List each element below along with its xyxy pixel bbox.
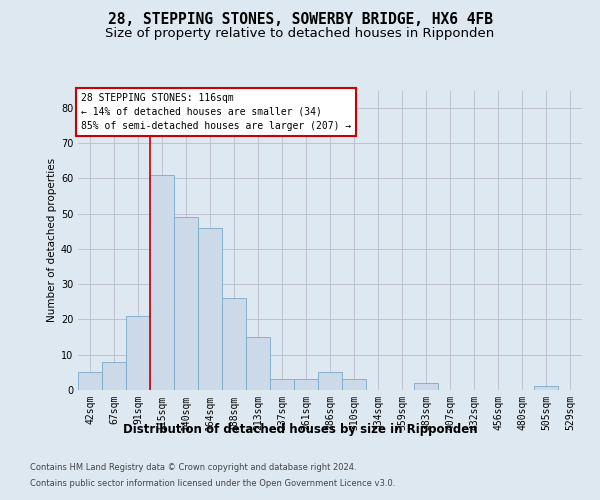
Bar [318, 372, 342, 390]
Bar [78, 372, 102, 390]
Text: 28, STEPPING STONES, SOWERBY BRIDGE, HX6 4FB: 28, STEPPING STONES, SOWERBY BRIDGE, HX6… [107, 12, 493, 28]
Bar [222, 298, 246, 390]
Bar [246, 337, 270, 390]
Bar [174, 217, 198, 390]
Bar [126, 316, 150, 390]
Bar [294, 380, 318, 390]
Bar [414, 383, 438, 390]
Bar [270, 380, 294, 390]
Bar [534, 386, 558, 390]
Bar [102, 362, 126, 390]
Text: Contains HM Land Registry data © Crown copyright and database right 2024.: Contains HM Land Registry data © Crown c… [30, 464, 356, 472]
Bar [150, 174, 174, 390]
Y-axis label: Number of detached properties: Number of detached properties [47, 158, 56, 322]
Bar [342, 380, 366, 390]
Text: Distribution of detached houses by size in Ripponden: Distribution of detached houses by size … [122, 422, 478, 436]
Bar [198, 228, 222, 390]
Text: Size of property relative to detached houses in Ripponden: Size of property relative to detached ho… [106, 28, 494, 40]
Text: 28 STEPPING STONES: 116sqm
← 14% of detached houses are smaller (34)
85% of semi: 28 STEPPING STONES: 116sqm ← 14% of deta… [80, 93, 351, 131]
Text: Contains public sector information licensed under the Open Government Licence v3: Contains public sector information licen… [30, 478, 395, 488]
